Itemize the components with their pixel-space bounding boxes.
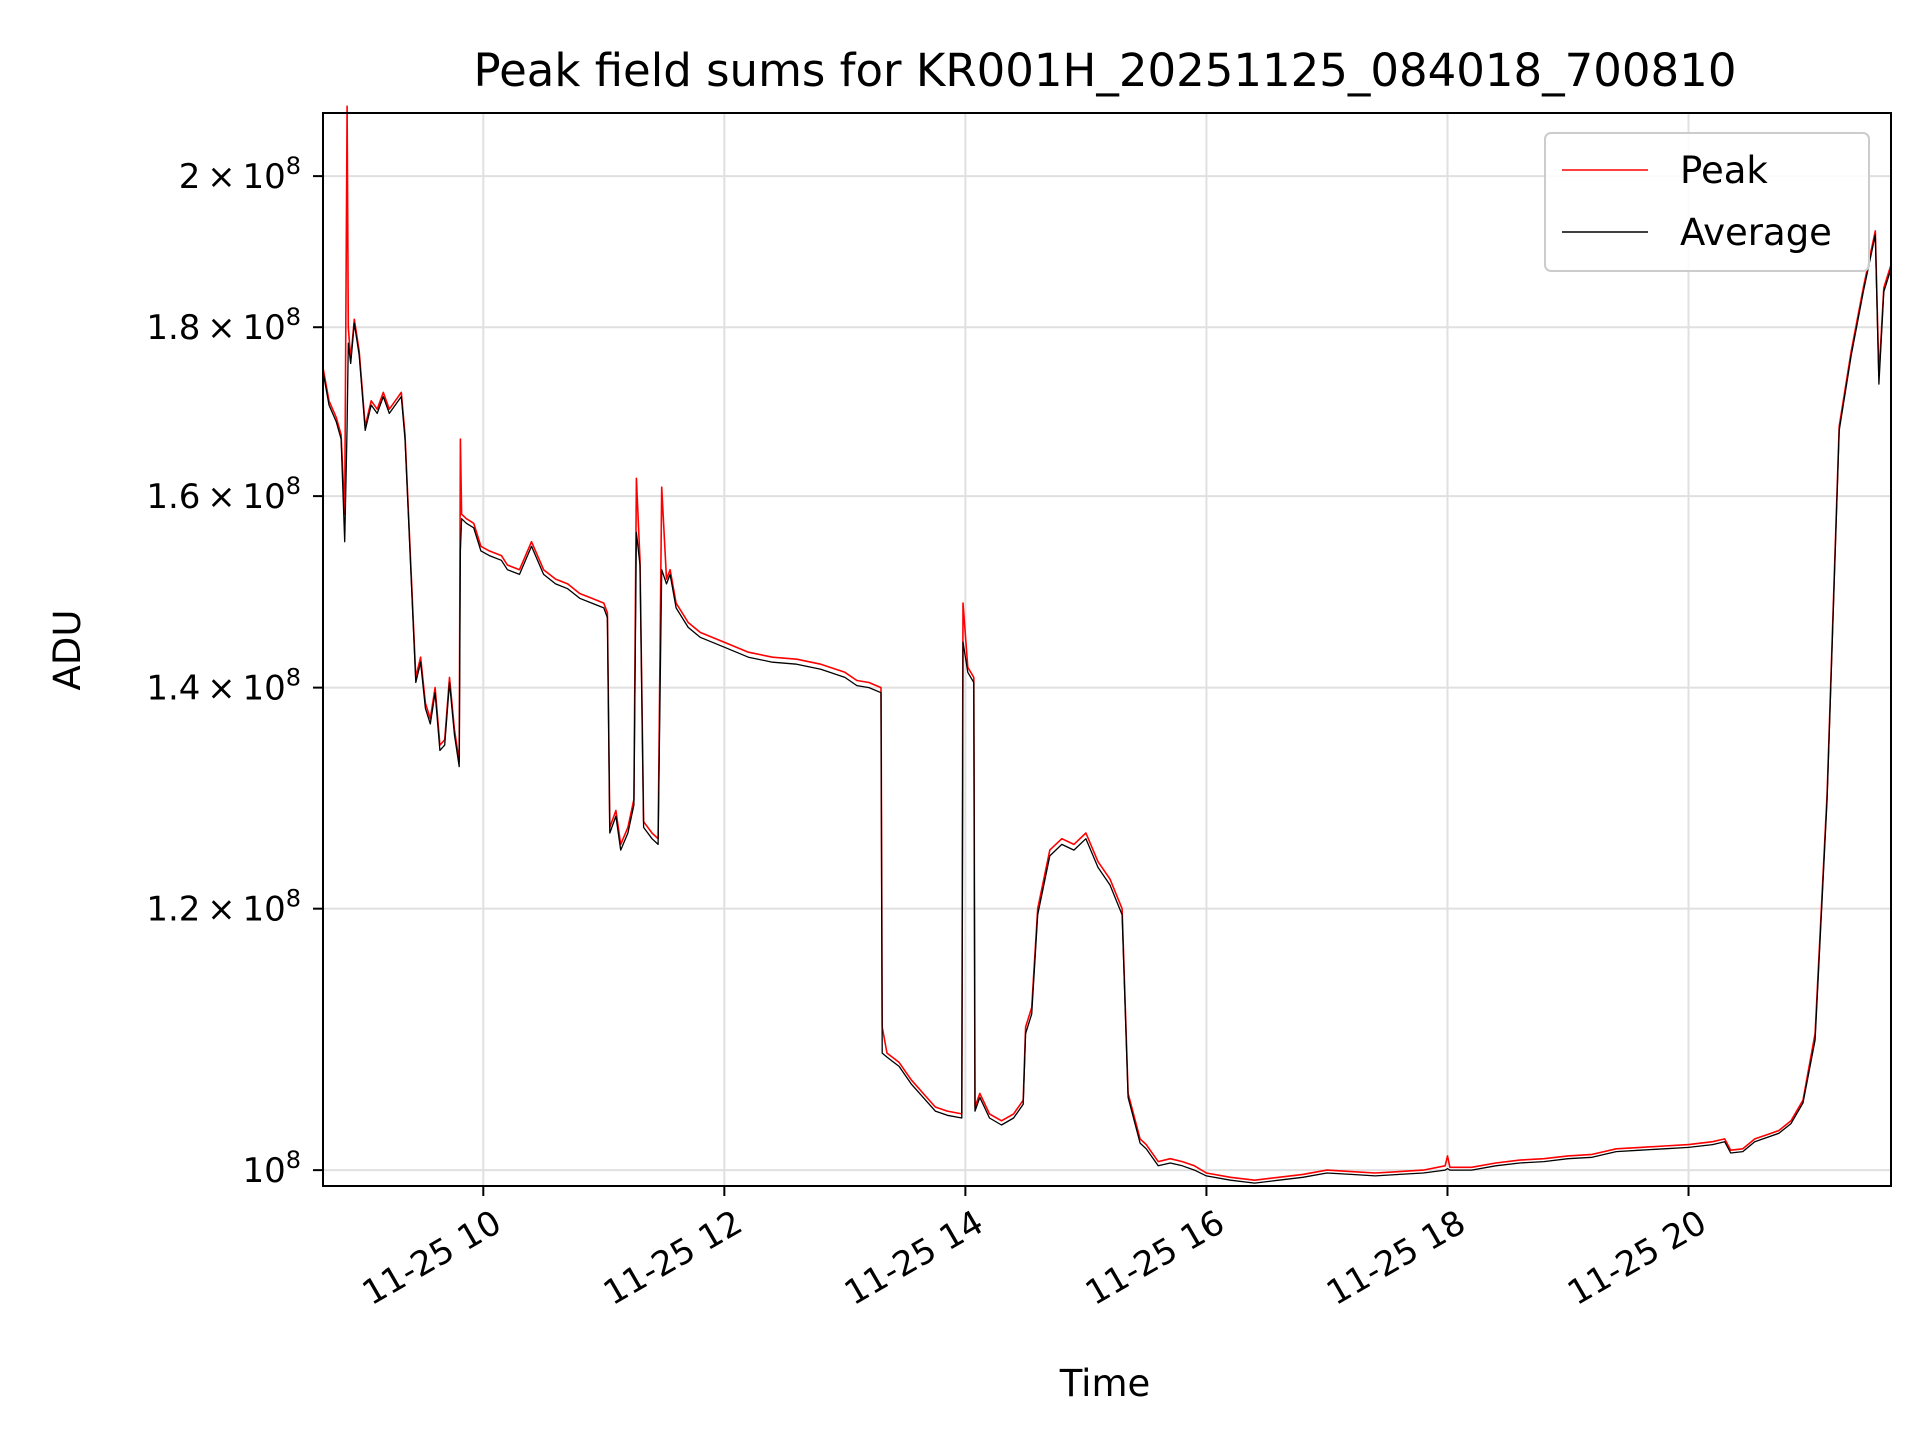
y-tick-label: 1.6 × 108 <box>146 472 301 517</box>
y-tick-label: 1.2 × 108 <box>146 885 301 930</box>
y-axis: 108 1.2 × 108 1.4 × 108 1.6 × 108 1.8 × 108 2… <box>146 152 323 1191</box>
y-tick-label: 2 × 108 <box>179 152 301 197</box>
series-layer <box>322 105 1892 1184</box>
grid-layer <box>323 113 1891 1186</box>
legend: Peak Average <box>1544 132 1870 272</box>
y-axis-title: ADU <box>46 610 89 691</box>
y-tick-label: 1.8 × 108 <box>146 303 301 348</box>
legend-label: Average <box>1680 211 1832 254</box>
series-line-average <box>322 234 1892 1184</box>
y-tick-label: 1.4 × 108 <box>146 664 301 709</box>
legend-box <box>1544 132 1870 272</box>
y-tick-label: 108 <box>242 1146 301 1191</box>
x-axis-title: Time <box>1059 1362 1151 1405</box>
plot-frame <box>322 112 1892 1187</box>
series-line-peak <box>322 105 1892 1181</box>
legend-label: Peak <box>1680 149 1768 192</box>
chart-title: Peak field sums for KR001H_20251125_0840… <box>474 44 1737 97</box>
